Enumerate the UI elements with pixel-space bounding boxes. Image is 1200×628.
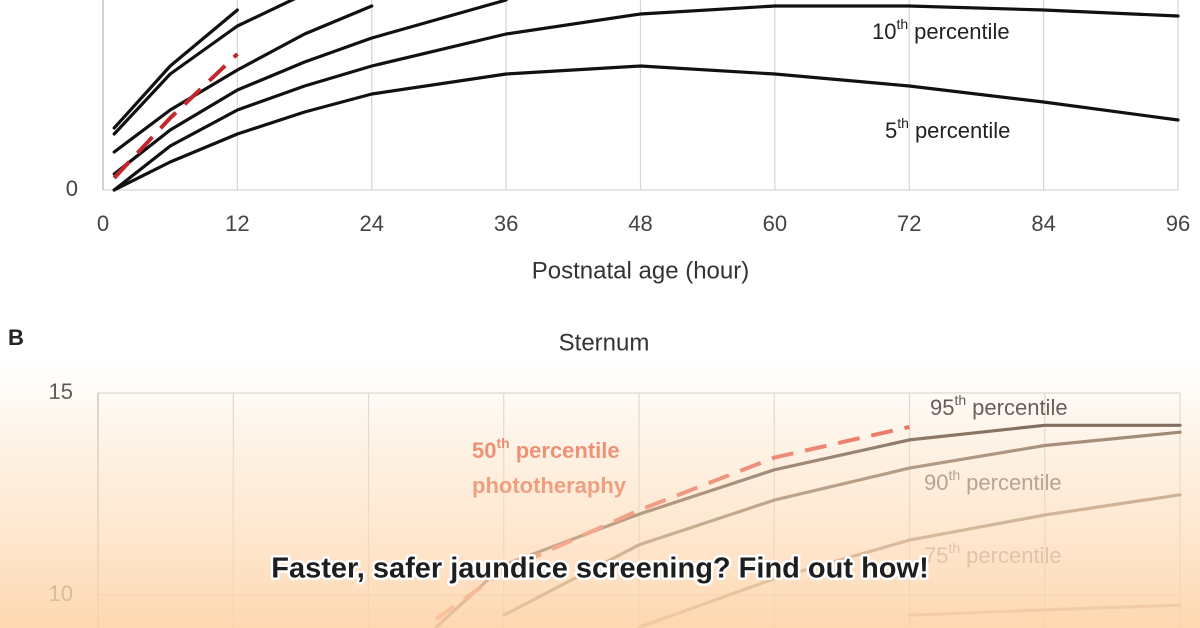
x-tick-label: 96 [1166, 211, 1190, 236]
series-line [112, 0, 508, 176]
annotation-number: 5 [885, 118, 897, 143]
series-line [112, 8, 239, 130]
annotation-text: percentile [915, 118, 1010, 143]
x-tick-label: 24 [360, 211, 384, 236]
x-tick-label: 84 [1031, 211, 1055, 236]
annotation: 10th percentile [872, 16, 1010, 44]
annotation-suffix: th [896, 16, 908, 32]
x-tick-label: 48 [628, 211, 652, 236]
x-axis-label: Postnatal age (hour) [532, 257, 749, 284]
annotation-number: 10 [872, 19, 896, 44]
series-group [112, 0, 1180, 192]
series-line [112, 52, 239, 180]
x-tick-label: 36 [494, 211, 518, 236]
y-tick-label: 5 [66, 0, 78, 1]
series-line [112, 4, 1180, 192]
caption[interactable]: Faster, safer jaundice screening? Find o… [269, 550, 931, 587]
x-tick-label: 60 [763, 211, 787, 236]
chart-title: Sternum [559, 329, 650, 356]
y-tick-label: 0 [66, 176, 78, 201]
series-line [112, 64, 1180, 192]
series-line [112, 4, 374, 154]
annotation: 5th percentile [885, 115, 1010, 143]
panel-label: B [8, 325, 24, 350]
series-line [112, 0, 296, 136]
plot: 0 12 24 36 48 60 72 84 96 0 5 Postnatal age (hour) 1… [66, 0, 1190, 284]
x-tick-label: 72 [897, 211, 921, 236]
overlay-wash [0, 360, 1200, 628]
x-tick-label: 12 [225, 211, 249, 236]
annotation-suffix: th [897, 115, 909, 131]
annotation-text: percentile [914, 19, 1009, 44]
x-tick-label: 0 [97, 211, 109, 236]
